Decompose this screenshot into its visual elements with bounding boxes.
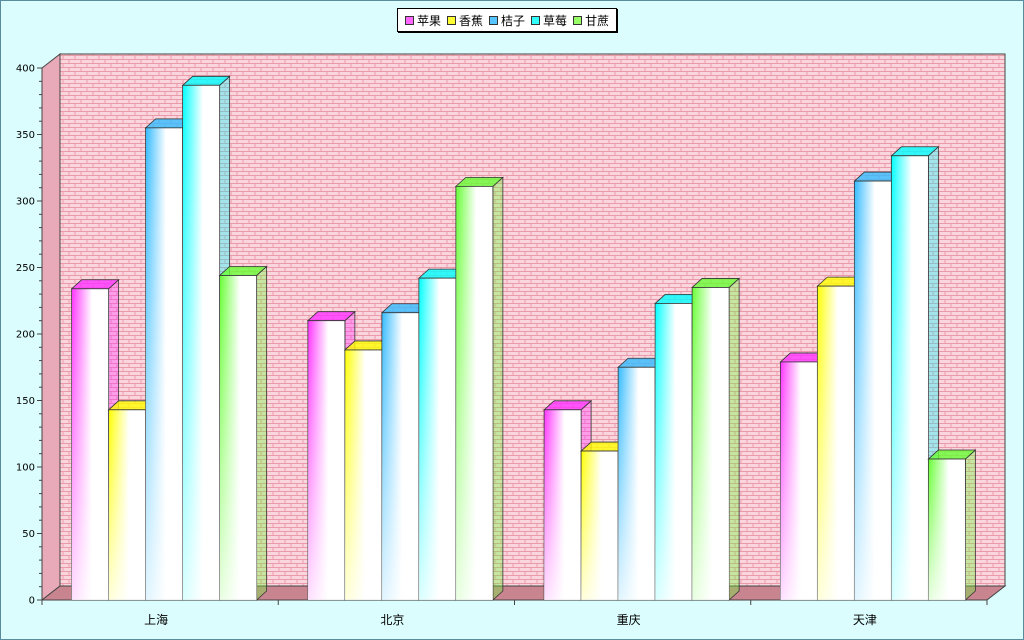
bar — [927, 449, 977, 601]
bar-shine — [581, 451, 619, 600]
legend-swatch — [405, 15, 414, 25]
bar-side — [256, 265, 268, 601]
bar — [343, 340, 393, 601]
legend-item: 香蕉 — [447, 12, 483, 29]
bar-side — [728, 277, 740, 601]
bar-shine — [692, 287, 730, 600]
legend-label: 草莓 — [543, 13, 568, 28]
y-tick-label: 0 — [29, 596, 35, 607]
bar-shine — [544, 409, 582, 600]
y-tick-label: 350 — [16, 130, 35, 141]
legend: 苹果 香蕉 桔子 草莓 甘蔗 — [397, 8, 618, 32]
bar — [816, 276, 866, 601]
y-tick-label: 300 — [16, 197, 35, 208]
x-tick-label: 天津 — [853, 613, 877, 627]
bar-side — [492, 176, 504, 601]
bar-shine — [817, 286, 855, 600]
bar-shine — [108, 409, 146, 600]
legend-label: 苹果 — [417, 13, 442, 28]
legend-swatch — [447, 15, 457, 25]
bar-shine — [182, 85, 220, 601]
bar-shine — [307, 320, 345, 600]
legend-swatch — [489, 15, 499, 25]
x-tick-label: 重庆 — [617, 613, 641, 627]
x-tick-label: 北京 — [380, 613, 404, 627]
bar — [853, 171, 903, 601]
x-axis: 上海 北京 重庆 天津 — [41, 600, 988, 627]
bar-shine — [891, 155, 929, 600]
bar-shine — [854, 181, 892, 601]
legend-swatch — [573, 15, 583, 25]
legend-swatch — [531, 15, 541, 25]
bar — [181, 75, 231, 601]
y-tick-label: 50 — [22, 529, 35, 540]
legend-item: 草莓 — [531, 12, 567, 29]
bar-shine — [418, 278, 456, 600]
legend-label: 桔子 — [501, 13, 526, 28]
bar-shine — [928, 459, 966, 600]
bar-shine — [655, 303, 693, 600]
legend-item: 甘蔗 — [573, 12, 609, 29]
bar-shine — [344, 349, 382, 600]
bar — [218, 265, 268, 601]
bar — [691, 277, 741, 601]
x-tick-label: 上海 — [144, 612, 168, 627]
y-tick-label: 200 — [16, 330, 35, 341]
y-tick-label: 150 — [16, 396, 35, 407]
bar-series — [70, 75, 977, 601]
bar-side — [964, 449, 976, 601]
bar — [454, 176, 504, 601]
bar-shine — [71, 288, 109, 600]
legend-label: 香蕉 — [459, 13, 484, 28]
bar-shine — [145, 127, 183, 600]
y-tick-label: 100 — [16, 463, 35, 474]
legend-item: 桔子 — [489, 12, 525, 29]
chart-walls — [40, 52, 1007, 602]
bar — [617, 357, 667, 601]
y-tick-label: 400 — [16, 64, 35, 75]
legend-item: 苹果 — [405, 12, 441, 29]
y-tick-label: 250 — [16, 263, 35, 274]
side-wall — [41, 52, 61, 602]
bar-shine — [381, 312, 419, 600]
bar-shine — [780, 361, 818, 600]
bar-shine — [618, 367, 656, 600]
legend-label: 甘蔗 — [585, 13, 610, 28]
bar-shine — [219, 275, 257, 600]
bar-shine — [455, 186, 493, 600]
